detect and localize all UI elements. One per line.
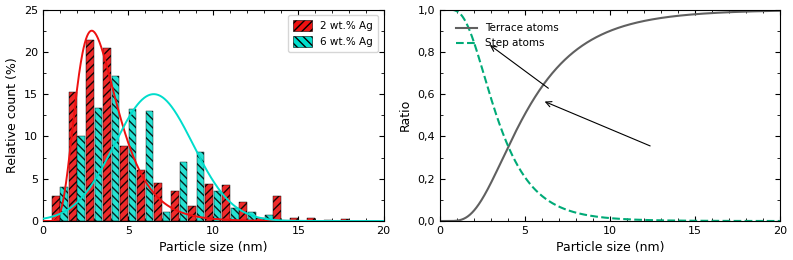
- Bar: [128, 108, 136, 221]
- Bar: [146, 111, 153, 221]
- Bar: [179, 162, 187, 221]
- X-axis label: Particle size (nm): Particle size (nm): [556, 242, 665, 255]
- Bar: [69, 93, 77, 221]
- Bar: [205, 184, 213, 221]
- Step atoms: [456, 13, 465, 16]
- Bar: [120, 146, 128, 221]
- X-axis label: Particle size (nm): Particle size (nm): [159, 242, 267, 255]
- Step atoms: [652, 219, 661, 222]
- Y-axis label: Relative count (%): Relative count (%): [6, 57, 18, 173]
- Bar: [94, 108, 102, 221]
- Terrace atoms: [776, 9, 785, 12]
- Line: Step atoms: Step atoms: [440, 10, 780, 221]
- Step atoms: [435, 8, 445, 11]
- Bar: [163, 212, 170, 221]
- Line: Terrace atoms: Terrace atoms: [440, 11, 780, 221]
- Terrace atoms: [633, 21, 642, 24]
- Bar: [265, 215, 273, 221]
- Bar: [307, 218, 315, 221]
- Bar: [222, 185, 230, 221]
- Bar: [86, 40, 94, 221]
- Step atoms: [642, 218, 651, 222]
- Bar: [188, 206, 196, 221]
- Bar: [274, 197, 281, 221]
- Bar: [231, 208, 239, 221]
- Step atoms: [728, 219, 737, 223]
- Bar: [60, 187, 68, 221]
- Terrace atoms: [728, 10, 737, 14]
- Bar: [341, 219, 349, 221]
- Bar: [112, 76, 120, 221]
- Step atoms: [633, 218, 642, 221]
- Bar: [239, 202, 247, 221]
- Bar: [256, 218, 264, 221]
- Bar: [213, 191, 221, 221]
- Bar: [197, 152, 205, 221]
- Bar: [247, 212, 255, 221]
- Terrace atoms: [642, 19, 651, 22]
- Terrace atoms: [693, 12, 703, 16]
- Bar: [154, 183, 162, 221]
- Y-axis label: Ratio: Ratio: [399, 99, 412, 131]
- Step atoms: [693, 219, 703, 222]
- Bar: [52, 196, 59, 221]
- Bar: [137, 170, 145, 221]
- Legend: Terrace atoms, Step atoms: Terrace atoms, Step atoms: [452, 19, 563, 53]
- Legend: 2 wt.% Ag, 6 wt.% Ag: 2 wt.% Ag, 6 wt.% Ag: [288, 15, 378, 52]
- Bar: [324, 220, 332, 221]
- Terrace atoms: [456, 218, 465, 221]
- Terrace atoms: [652, 17, 661, 20]
- Bar: [103, 48, 111, 221]
- Bar: [290, 218, 298, 221]
- Bar: [78, 136, 86, 221]
- Bar: [171, 191, 179, 221]
- Step atoms: [776, 219, 785, 223]
- Terrace atoms: [435, 219, 445, 223]
